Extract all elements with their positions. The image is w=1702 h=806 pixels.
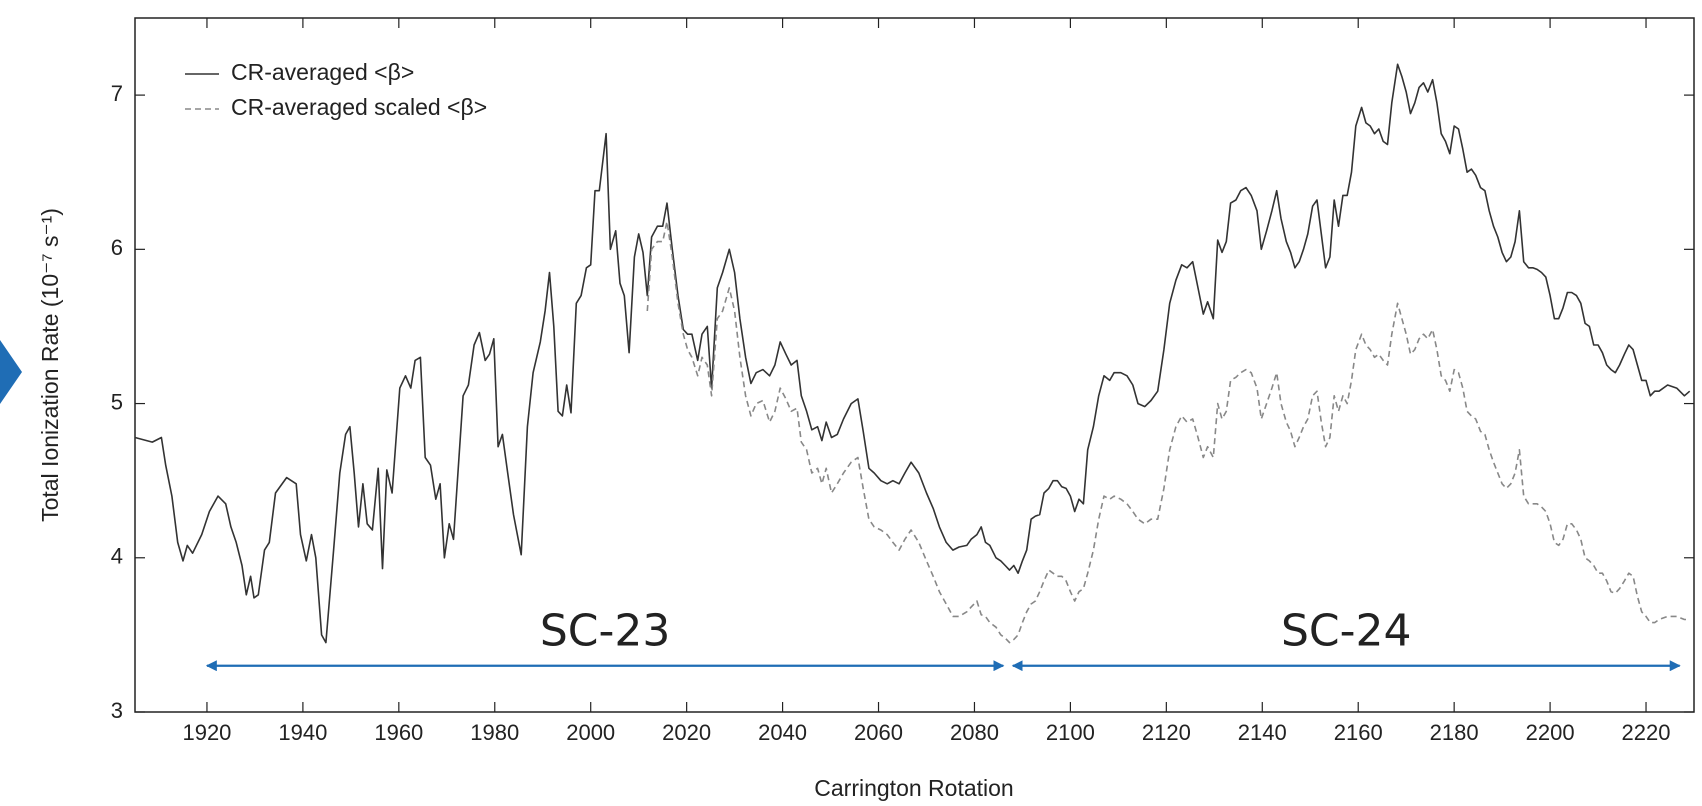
x-tick-label: 2200 (1526, 720, 1575, 745)
x-tick-label: 2060 (854, 720, 903, 745)
legend-label: CR-averaged scaled <β> (231, 94, 487, 120)
x-tick-label: 2120 (1142, 720, 1191, 745)
y-tick-label: 6 (111, 235, 123, 260)
plot-frame (134, 17, 1695, 713)
y-tick-label: 3 (111, 698, 123, 723)
series-line (134, 63, 1691, 644)
cycle-label: SC-23 (540, 606, 671, 657)
slide-decoration (0, 340, 22, 404)
x-tick-label: 1920 (182, 720, 231, 745)
x-tick-label: 2080 (950, 720, 999, 745)
x-tick-label: 2040 (758, 720, 807, 745)
y-tick-label: 4 (111, 544, 123, 569)
x-tick-label: 2000 (566, 720, 615, 745)
x-axis-title: Carrington Rotation (814, 775, 1013, 801)
x-tick-label: 1940 (278, 720, 327, 745)
x-tick-label: 2100 (1046, 720, 1095, 745)
series-line (646, 220, 1690, 644)
x-tick-label: 2220 (1622, 720, 1671, 745)
y-tick-label: 5 (111, 389, 123, 414)
legend-label: CR-averaged <β> (231, 59, 414, 85)
x-tick-label: 1960 (374, 720, 423, 745)
x-tick-label: 1980 (470, 720, 519, 745)
cycle-label: SC-24 (1281, 606, 1412, 657)
y-axis-title: Total Ionization Rate (10⁻⁷ s⁻¹) (37, 208, 63, 522)
y-tick-label: 7 (111, 81, 123, 106)
x-tick-label: 2160 (1334, 720, 1383, 745)
x-tick-label: 2020 (662, 720, 711, 745)
x-tick-label: 2180 (1430, 720, 1479, 745)
x-tick-label: 2140 (1238, 720, 1287, 745)
